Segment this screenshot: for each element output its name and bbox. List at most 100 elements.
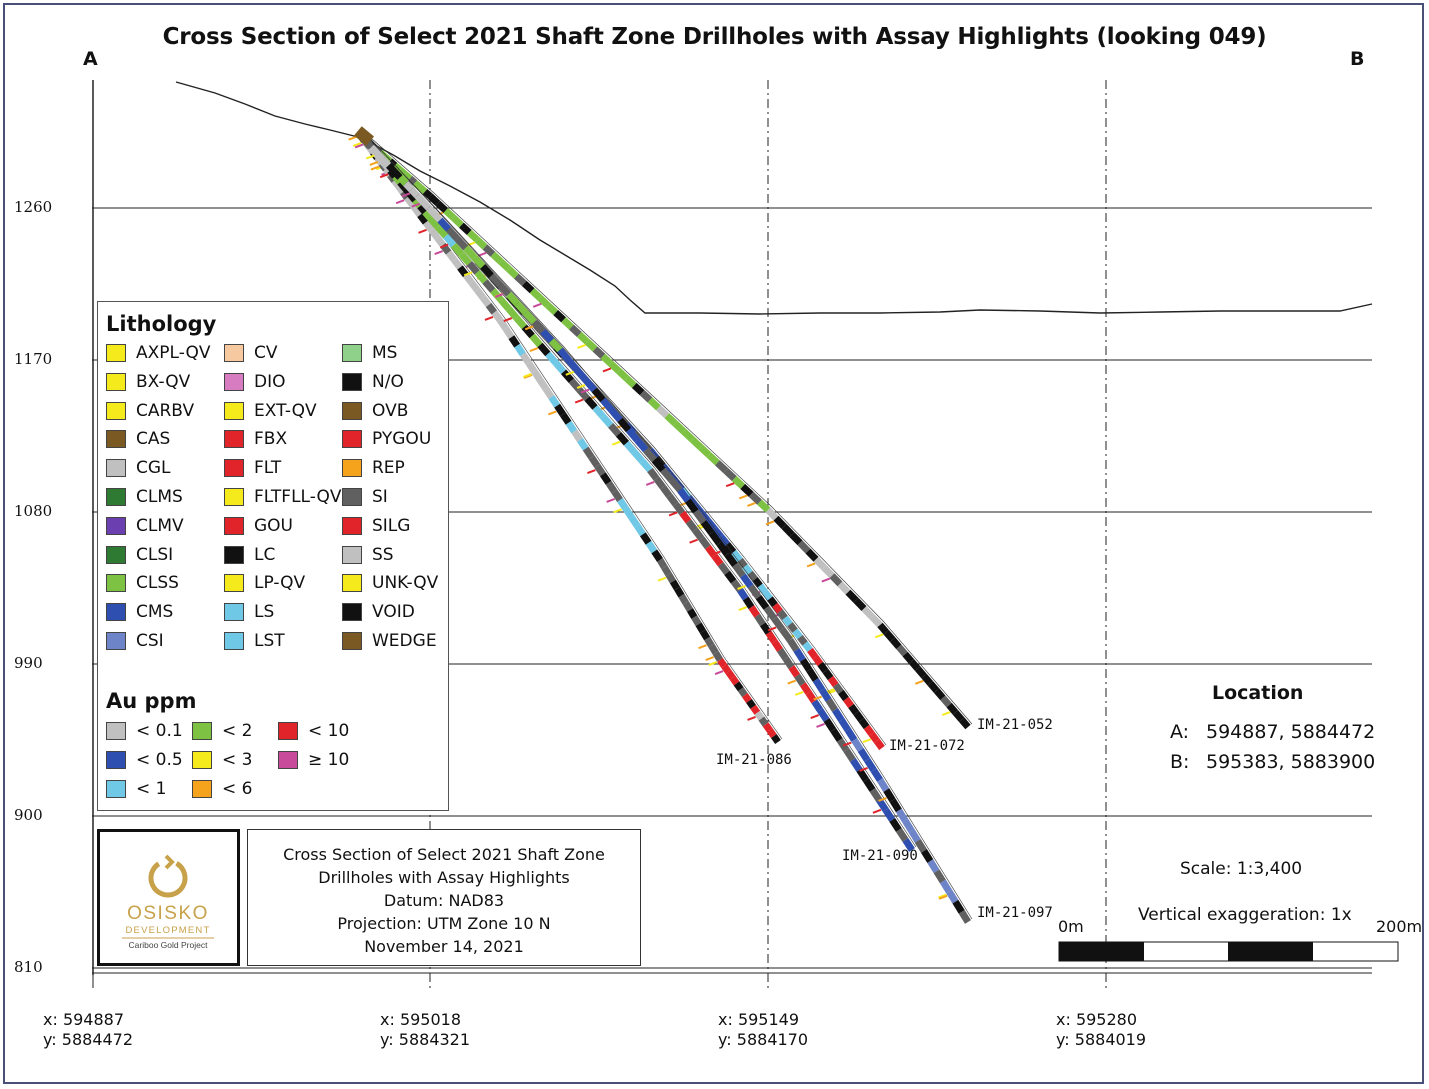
lithology-legend-item: REP bbox=[342, 457, 405, 479]
drillhole-interval bbox=[691, 615, 702, 627]
assay-highlight-tick bbox=[816, 723, 825, 728]
legend-label: SILG bbox=[372, 515, 411, 536]
legend-swatch bbox=[224, 516, 244, 535]
scale-ratio: Scale: 1:3,400 bbox=[1180, 859, 1303, 879]
drillhole-interval bbox=[698, 444, 712, 458]
drillhole-interval bbox=[730, 549, 743, 563]
assay-highlight-tick bbox=[434, 250, 444, 255]
drillhole-interval bbox=[864, 758, 877, 772]
drillhole-interval bbox=[445, 250, 458, 263]
drillhole-interval bbox=[414, 193, 426, 205]
drillhole-interval bbox=[757, 499, 771, 513]
legend-swatch bbox=[224, 459, 244, 478]
drillhole-interval bbox=[505, 306, 520, 321]
legend-swatch bbox=[278, 751, 298, 769]
lithology-legend-item: LST bbox=[224, 630, 285, 652]
assay-highlight-tick bbox=[842, 741, 852, 747]
map-frame bbox=[3, 3, 1424, 1084]
assay-highlight-tick bbox=[878, 797, 887, 802]
drillhole-interval bbox=[853, 710, 865, 723]
drillhole-interval bbox=[877, 622, 889, 635]
drillhole-interval bbox=[740, 483, 754, 497]
drillhole-interval bbox=[647, 467, 660, 481]
drillhole-interval bbox=[407, 175, 418, 186]
drillhole-interval bbox=[715, 460, 729, 474]
drillhole-interval bbox=[740, 573, 754, 589]
drillhole-interval bbox=[582, 446, 595, 460]
easting-tick-label: x: 595149 y: 5884170 bbox=[718, 1010, 809, 1049]
legend-swatch bbox=[106, 401, 126, 420]
drillhole-interval bbox=[605, 480, 618, 494]
drillhole-interval bbox=[412, 197, 423, 209]
assay-highlight-tick bbox=[689, 538, 698, 544]
drillhole-interval bbox=[545, 351, 559, 366]
drillhole-interval bbox=[686, 608, 698, 619]
legend-label: CLMV bbox=[136, 515, 184, 536]
map-info-box: Cross Section of Select 2021 Shaft Zone … bbox=[247, 829, 641, 966]
drillhole-interval bbox=[856, 768, 869, 782]
drillhole-interval bbox=[952, 710, 965, 723]
vertical-exaggeration: Vertical exaggeration: 1x bbox=[1138, 905, 1352, 925]
location-a-value: 594887, 5884472 bbox=[1206, 721, 1376, 743]
lithology-legend-item: EXT-QV bbox=[224, 400, 317, 422]
drillhole-interval bbox=[584, 396, 598, 410]
legend-swatch bbox=[224, 372, 244, 391]
drillhole-interval bbox=[725, 669, 736, 680]
drillhole-interval bbox=[772, 602, 783, 614]
drillhole-interval bbox=[628, 515, 641, 528]
drillhole-interval bbox=[805, 690, 818, 704]
drillhole-interval bbox=[682, 601, 694, 612]
drillhole-interval bbox=[921, 673, 933, 686]
legend-swatch bbox=[278, 722, 298, 740]
drillhole-interval bbox=[789, 532, 803, 546]
drillhole-interval bbox=[823, 718, 837, 732]
legend-swatch bbox=[224, 488, 244, 506]
location-a-label: A: bbox=[1170, 721, 1190, 743]
drillhole-interval bbox=[699, 629, 711, 641]
location-b-label: B: bbox=[1170, 751, 1190, 773]
drillhole-interval bbox=[565, 420, 578, 434]
drillhole-interval bbox=[836, 738, 850, 752]
lithology-legend-item: MS bbox=[342, 342, 397, 364]
drillhole-interval bbox=[698, 510, 711, 523]
legend-swatch bbox=[224, 574, 244, 593]
drillhole-interval bbox=[773, 515, 787, 529]
drillhole-interval bbox=[708, 643, 719, 655]
assay-highlight-tick bbox=[602, 367, 612, 373]
drillhole-interval bbox=[807, 647, 818, 660]
drillhole-interval bbox=[858, 717, 870, 730]
drillhole-outline bbox=[363, 131, 973, 920]
legend-label: OVB bbox=[372, 400, 409, 421]
lithology-legend-item: BX-QV bbox=[106, 371, 190, 393]
drillhole-interval bbox=[781, 523, 795, 538]
drillhole-interval bbox=[857, 748, 871, 762]
drillhole-interval bbox=[643, 447, 657, 463]
drillhole-interval bbox=[482, 244, 496, 257]
drillhole-interval bbox=[711, 553, 724, 567]
drillhole-interval bbox=[622, 506, 635, 520]
legend-swatch bbox=[106, 488, 126, 506]
legend-swatch bbox=[106, 603, 126, 622]
drillhole-interval bbox=[368, 144, 380, 156]
drillhole-interval bbox=[708, 530, 723, 546]
assay-highlight-tick bbox=[484, 316, 494, 321]
drillhole-interval bbox=[940, 695, 952, 708]
drillhole-interval bbox=[435, 224, 449, 239]
drillhole-interval bbox=[704, 636, 715, 648]
drillhole-interval bbox=[896, 644, 908, 657]
lithology-legend-item: CLSS bbox=[106, 572, 179, 594]
drillhole-interval bbox=[685, 498, 699, 514]
drillhole-interval bbox=[758, 716, 769, 727]
drillhole-interval bbox=[611, 489, 623, 502]
assay-highlight-tick bbox=[872, 808, 882, 814]
legend-label: LST bbox=[254, 631, 285, 651]
lithology-legend-item: GOU bbox=[224, 515, 293, 537]
assay-highlight-tick bbox=[577, 344, 586, 349]
assay-highlight-tick bbox=[698, 644, 707, 650]
drillhole-interval bbox=[592, 346, 606, 359]
drillhole-interval bbox=[737, 557, 748, 569]
svg-text:Cariboo Gold Project: Cariboo Gold Project bbox=[129, 940, 209, 950]
assay-highlight-tick bbox=[495, 293, 504, 298]
drillhole-interval bbox=[443, 233, 457, 248]
drillhole-interval bbox=[669, 579, 681, 591]
